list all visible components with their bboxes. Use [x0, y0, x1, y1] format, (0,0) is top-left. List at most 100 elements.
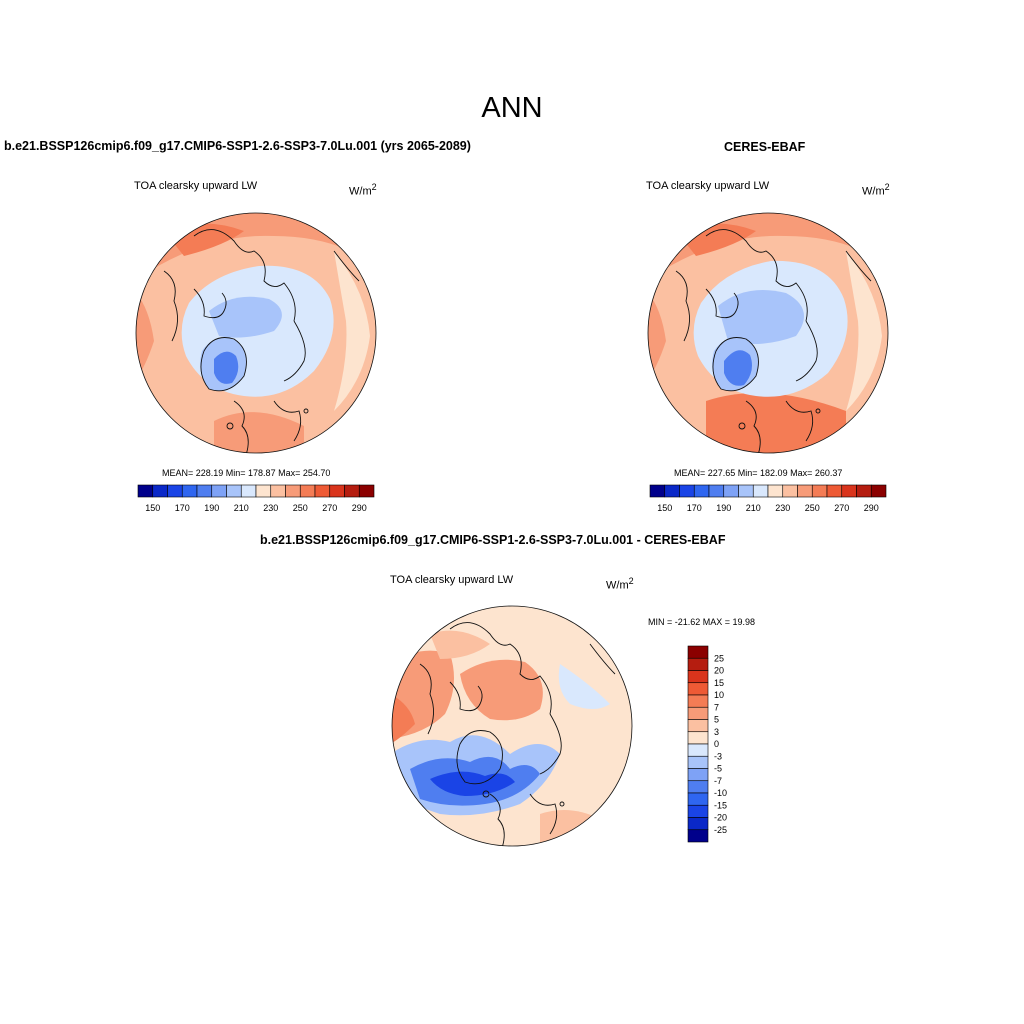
panel1-colorbar-box [196, 484, 213, 498]
panel3-colorbar-tick-label: -10 [714, 788, 727, 798]
panel1-colorbar-box [329, 484, 345, 498]
panel3-colorbar-box [687, 731, 709, 745]
panel2-colorbar-box [767, 484, 784, 498]
panel2-colorbar-box [826, 484, 843, 498]
panel3-colorbar-box [687, 755, 709, 769]
panel3-field-europe-warm [540, 810, 600, 846]
panel3-colorbar-box [687, 817, 709, 831]
panel3-colorbar-tick-label: 0 [714, 739, 719, 749]
panel2-colorbar-box [693, 484, 710, 498]
panel1-colorbar-box [285, 484, 301, 498]
panel1-field-east-ring [334, 251, 370, 411]
panel3-colorbar-box [687, 743, 709, 757]
panel1-colorbar: 150 170 190 210 230 250 270 290 [137, 484, 375, 513]
panel2-colorbar-box [870, 484, 887, 498]
panel2-colorbar-box [811, 484, 828, 498]
panel3-colorbar-tick-label: -20 [714, 813, 727, 823]
panel2-colorbar-tick-label: 250 [805, 503, 820, 513]
panel1-colorbar-box [344, 484, 360, 498]
panel1-colorbar-tick-label: 250 [293, 503, 308, 513]
panel3-colorbar-box [687, 706, 709, 720]
panel3-colorbar-tick-label: -5 [714, 764, 722, 774]
panel2-colorbar-tick-label: 210 [746, 503, 761, 513]
panel3-colorbar-box [687, 829, 709, 843]
panel3-colorbar-tick-label: -25 [714, 825, 727, 835]
panel2-colorbar-box [738, 484, 754, 498]
panel2-field-greenland-core [724, 350, 752, 386]
panel2-colorbar-boxes [649, 484, 887, 498]
panel2-field-arctic-basin [718, 289, 804, 345]
panel3-field-siberia-warm [430, 630, 490, 659]
panel2-colorbar-box [856, 484, 872, 498]
panel1-colorbar-box [181, 484, 198, 498]
panel1-title: b.e21.BSSP126cmip6.f09_g17.CMIP6-SSP1-2.… [4, 139, 471, 153]
panel2-variable-label: TOA clearsky upward LW [646, 180, 770, 192]
panel3-colorbar-box [687, 780, 709, 794]
panel3-field-east-cool [558, 664, 610, 709]
panel3-colorbar-box [687, 792, 709, 806]
panel1-colorbar-box [167, 484, 183, 498]
panel3-map-border [391, 605, 633, 847]
panel1-variable-label: TOA clearsky upward LW [134, 180, 258, 192]
panel2-colorbar-labels: 150 170 190 210 230 250 270 290 [657, 503, 879, 513]
panel2-colorbar-box [708, 484, 725, 498]
panel2-colorbar: 150 170 190 210 230 250 270 290 [649, 484, 887, 513]
panel1-stats: MEAN= 228.19 Min= 178.87 Max= 254.70 [162, 468, 331, 478]
panel1-units-base: W/m [349, 185, 372, 198]
panel2-colorbar-tick-label: 150 [657, 503, 672, 513]
panel2-coastlines [675, 229, 872, 453]
panel1-colorbar-labels: 150 170 190 210 230 250 270 290 [145, 503, 367, 513]
panel3-units-base: W/m [606, 579, 629, 592]
panel1-colorbar-box [358, 484, 375, 498]
panel2-colorbar-box [664, 484, 680, 498]
panel1-colorbar-tick-label: 170 [175, 503, 190, 513]
panel1-coastlines [163, 229, 360, 453]
panel1-units-exp: 2 [371, 182, 377, 192]
panel2-polar-map [647, 212, 889, 454]
panel2-colorbar-box [782, 484, 798, 498]
panel2-colorbar-tick-label: 270 [834, 503, 849, 513]
panel3-units-exp: 2 [628, 576, 634, 586]
panel2-colorbar-tick-label: 190 [716, 503, 731, 513]
panel2-stats: MEAN= 227.65 Min= 182.09 Max= 260.37 [674, 468, 843, 478]
panel2-field-east-ring [846, 251, 882, 411]
panel2-colorbar-box [841, 484, 857, 498]
panel2-colorbar-tick-label: 170 [687, 503, 702, 513]
panel2-units-exp: 2 [884, 182, 890, 192]
panel2-colorbar-box [679, 484, 695, 498]
panel1-colorbar-tick-label: 190 [204, 503, 219, 513]
panel3-colorbar-box [687, 719, 709, 733]
panel3-colorbar-tick-label: 5 [714, 715, 719, 725]
panel1-colorbar-box [255, 484, 272, 498]
panel3-colorbar-boxes [687, 645, 709, 843]
panel3-colorbar-box [687, 804, 709, 818]
panel3-units: W/m2 [606, 576, 634, 592]
panel1-colorbar-box [314, 484, 331, 498]
panel2-map-border [647, 212, 889, 454]
panel3-colorbar-tick-label: 7 [714, 702, 719, 712]
panel2-colorbar-box [649, 484, 666, 498]
panel2-colorbar-tick-label: 230 [775, 503, 790, 513]
panel2-units: W/m2 [862, 182, 890, 198]
panel1-polar-map [135, 212, 377, 454]
panel3-colorbar-tick-label: 20 [714, 666, 724, 676]
panel3-colorbar: 25 20 15 10 7 5 3 0 -3 -5 -7 -10 -15 -20 -25 [687, 645, 727, 843]
panel3-variable-label: TOA clearsky upward LW [390, 574, 514, 586]
panel3-colorbar-tick-label: -15 [714, 800, 727, 810]
panel3-colorbar-labels: 25 20 15 10 7 5 3 0 -3 -5 -7 -10 -15 -20 -25 [714, 653, 727, 835]
panel1-colorbar-box [240, 484, 257, 498]
panel1-colorbar-tick-label: 210 [234, 503, 249, 513]
panel1-colorbar-tick-label: 270 [322, 503, 337, 513]
panel3-colorbar-box [687, 682, 709, 696]
panel3-colorbar-box [687, 657, 709, 671]
panel1-colorbar-tick-label: 290 [352, 503, 367, 513]
panel3-field-arctic-warm [460, 659, 543, 721]
panel3-title: b.e21.BSSP126cmip6.f09_g17.CMIP6-SSP1-2.… [260, 533, 726, 547]
panel3-colorbar-tick-label: -3 [714, 751, 722, 761]
panel2-colorbar-box [723, 484, 739, 498]
panel3-stats: MIN = -21.62 MAX = 19.98 [648, 617, 756, 627]
panel1-colorbar-box [137, 484, 154, 498]
panel2-field-atlantic-band [706, 393, 846, 453]
panel3-colorbar-tick-label: 3 [714, 727, 719, 737]
panel3-colorbar-tick-label: 25 [714, 653, 724, 663]
